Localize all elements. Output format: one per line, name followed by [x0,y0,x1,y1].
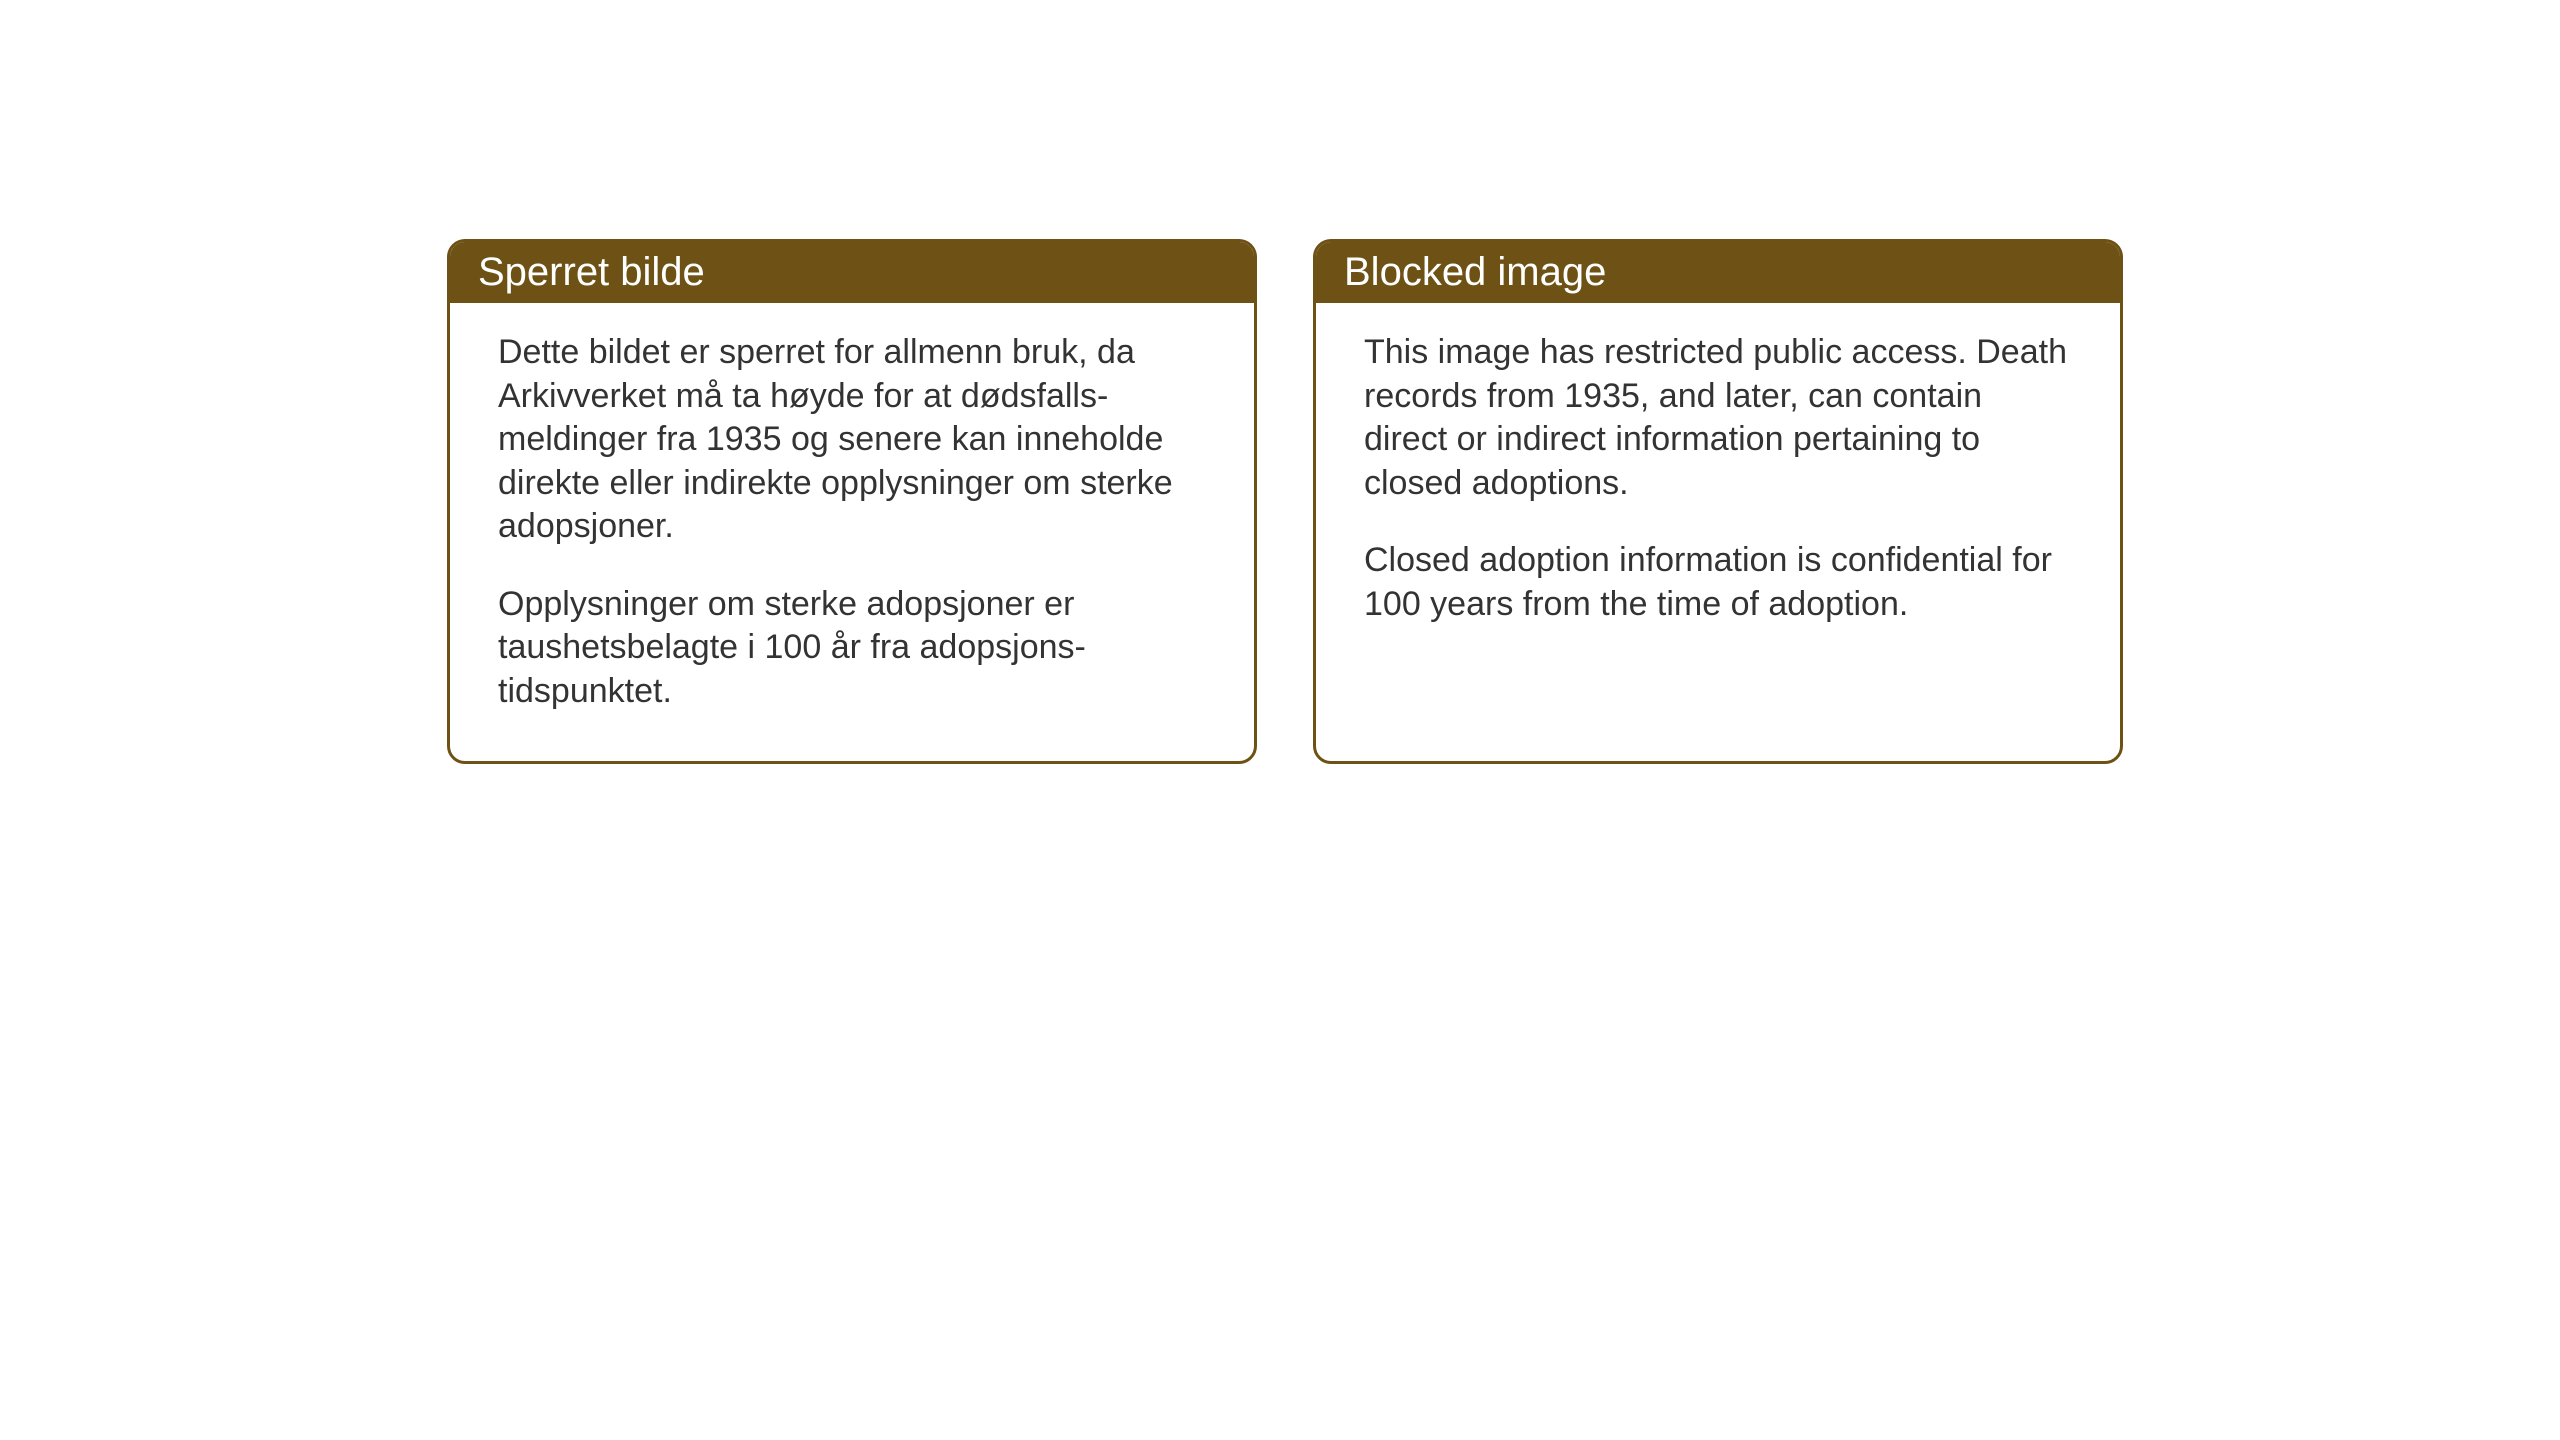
notice-body-norwegian: Dette bildet er sperret for allmenn bruk… [450,303,1254,761]
notice-paragraph-1-norwegian: Dette bildet er sperret for allmenn bruk… [498,331,1206,549]
notice-header-norwegian: Sperret bilde [450,242,1254,303]
notice-paragraph-2-norwegian: Opplysninger om sterke adopsjoner er tau… [498,583,1206,714]
notice-paragraph-2-english: Closed adoption information is confident… [1364,539,2072,626]
notice-box-english: Blocked image This image has restricted … [1313,239,2123,764]
notice-title-english: Blocked image [1344,250,1606,294]
notice-box-norwegian: Sperret bilde Dette bildet er sperret fo… [447,239,1257,764]
notice-paragraph-1-english: This image has restricted public access.… [1364,331,2072,505]
notice-body-english: This image has restricted public access.… [1316,303,2120,723]
notice-header-english: Blocked image [1316,242,2120,303]
notice-container: Sperret bilde Dette bildet er sperret fo… [447,239,2123,764]
notice-title-norwegian: Sperret bilde [478,250,705,294]
